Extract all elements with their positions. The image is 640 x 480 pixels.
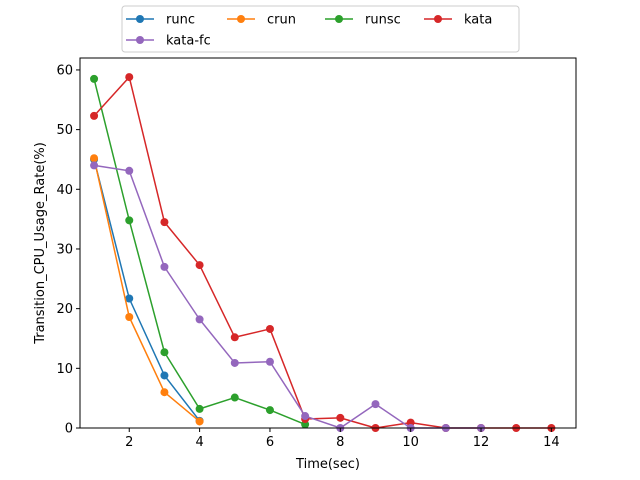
data-point-runsc [125,216,134,225]
y-tick-label: 20 [56,302,73,317]
x-tick-label: 12 [473,435,490,450]
legend: runc crun runsc kata kata-fc [121,5,520,53]
legend-label-kata-fc: kata-fc [166,34,211,49]
legend-label-kata: kata [464,13,492,28]
data-point-crun [195,417,204,426]
data-point-kata-fc [301,412,310,421]
series-line-crun [93,158,201,423]
data-point-runsc [160,348,169,357]
data-point-kata-fc [195,315,204,324]
data-point-crun [90,154,99,163]
data-point-runc [160,371,169,380]
x-tick-label: 10 [402,435,419,450]
x-tick-label: 14 [543,435,560,450]
legend-label-crun: crun [267,13,296,28]
data-point-kata-fc [90,161,99,170]
data-point-kata-fc [265,357,274,366]
x-axis-label: Time(sec) [295,457,360,472]
legend-box [121,5,520,53]
plot-area [90,73,556,432]
data-point-kata [265,324,274,333]
data-point-kata-fc [371,400,380,409]
data-point-runsc [195,404,204,413]
legend-label-runsc: runsc [365,13,401,28]
data-point-kata-fc [125,166,134,175]
legend-label-runc: runc [166,13,195,28]
plot-frame [79,57,577,429]
series-line-runc [93,159,201,422]
legend-swatch-marker [335,15,343,23]
data-point-kata [160,218,169,227]
y-tick-label: 0 [65,422,73,437]
data-point-runsc [90,74,99,83]
y-tick-label: 30 [56,242,73,257]
legend-swatch-marker [136,15,144,23]
data-point-crun [125,313,134,321]
data-point-kata [230,333,239,342]
data-point-kata [125,73,134,82]
y-tick-label: 60 [56,63,73,78]
legend-swatch-marker [237,15,245,23]
legend-swatch-marker [434,15,442,23]
data-point-kata [90,111,99,120]
y-tick-label: 40 [56,183,73,198]
data-point-kata-fc [160,262,169,271]
x-tick-label: 8 [336,435,344,450]
x-tick-label: 4 [195,435,203,450]
data-point-runc [125,294,134,303]
data-point-kata [195,261,204,270]
data-point-runsc [230,393,239,402]
y-tick-label: 10 [56,362,73,377]
axes: 2 4 6 8 10 12 14 0 10 20 30 40 50 60 [56,63,559,450]
y-tick-label: 50 [56,123,73,138]
data-point-kata-fc [230,358,239,367]
data-point-runsc [265,406,274,415]
data-point-crun [160,388,169,397]
data-point-kata [336,413,345,422]
x-tick-label: 6 [266,435,274,450]
y-axis-label: Transition_CPU_Usage_Rate(%) [33,142,48,345]
legend-swatch-marker [136,36,144,44]
series-line-kata-fc [93,164,482,429]
series-line-runsc [93,78,306,426]
x-tick-label: 2 [125,435,133,450]
